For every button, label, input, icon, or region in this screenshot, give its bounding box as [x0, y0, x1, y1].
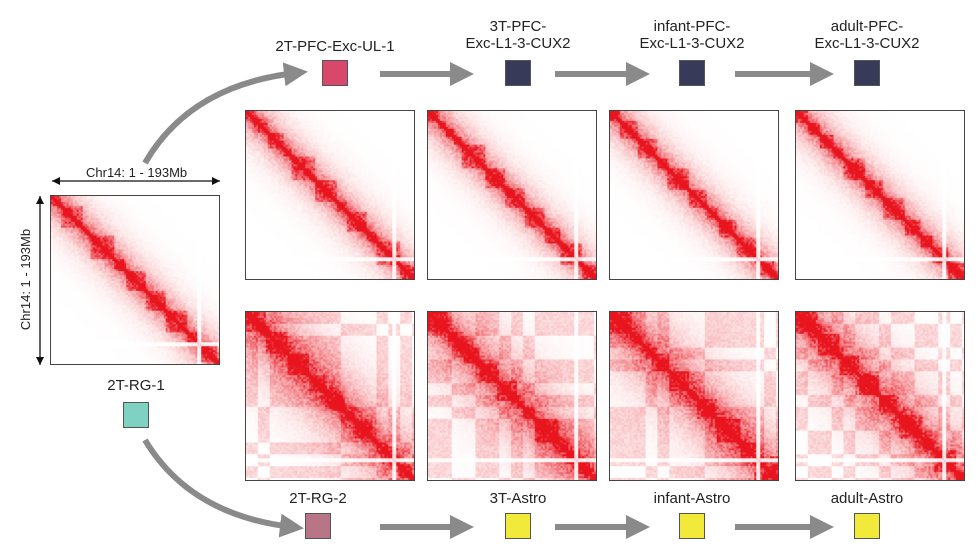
top-stage-color-box — [505, 60, 531, 86]
hic-heatmap-top — [795, 110, 965, 280]
bottom-stage-color-box — [679, 513, 705, 539]
bottom-stage-color-box — [305, 513, 331, 539]
top-stage-label: 3T-PFC- Exc-L1-3-CUX2 — [465, 18, 571, 52]
hic-heatmap-bottom — [245, 311, 415, 481]
hic-heatmap-top — [609, 110, 779, 280]
top-stage-color-box — [854, 60, 880, 86]
top-stage-color-box — [679, 60, 705, 86]
bottom-stage-label: adult-Astro — [830, 490, 904, 507]
hic-heatmap-top — [427, 110, 597, 280]
hic-heatmap-bottom — [795, 311, 965, 481]
bottom-stage-label: 2T-RG-2 — [289, 490, 347, 507]
top-stage-color-box — [322, 60, 348, 86]
bottom-stage-label: 3T-Astro — [489, 490, 547, 507]
y-axis-label: Chr14: 1 - 193Mb — [18, 228, 34, 331]
curved-arrow-bottom — [142, 438, 304, 538]
hic-heatmap-top — [245, 110, 415, 280]
x-axis-label: Chr14: 1 - 193Mb — [86, 165, 188, 180]
bottom-stage-color-box — [854, 513, 880, 539]
hic-heatmap-bottom — [427, 311, 597, 481]
source-color-box — [123, 402, 149, 428]
bottom-stage-label: infant-Astro — [653, 490, 731, 507]
source-label: 2T-RG-1 — [107, 377, 165, 394]
hic-heatmap-bottom — [609, 311, 779, 481]
curved-arrow-top — [142, 62, 308, 165]
top-stage-label: infant-PFC- Exc-L1-3-CUX2 — [639, 18, 745, 52]
bottom-stage-color-box — [505, 513, 531, 539]
hic-heatmap-source — [50, 195, 220, 365]
top-stage-label: 2T-PFC-Exc-UL-1 — [275, 38, 395, 55]
top-stage-label: adult-PFC- Exc-L1-3-CUX2 — [814, 18, 920, 52]
